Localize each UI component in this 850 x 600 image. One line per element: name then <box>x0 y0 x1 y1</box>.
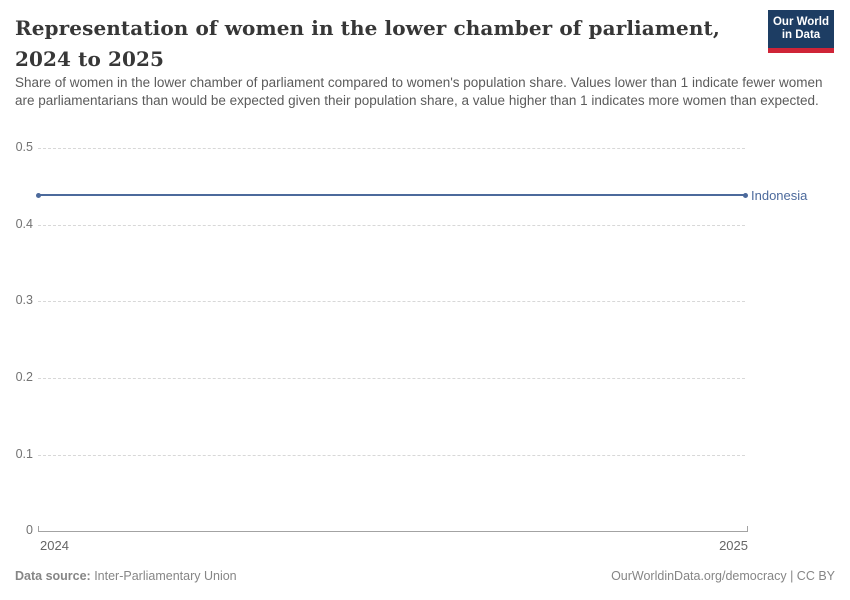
x-axis-end-tick-right <box>747 526 748 531</box>
owid-logo-line2: in Data <box>781 29 821 41</box>
y-tick-label: 0.1 <box>15 447 33 461</box>
y-tick-label: 0.5 <box>15 140 33 154</box>
x-axis-end-tick-left <box>38 526 39 531</box>
y-tick-label: 0.2 <box>15 370 33 384</box>
credit-link[interactable]: OurWorldinData.org/democracy <box>611 569 787 583</box>
gridline-0-5 <box>38 148 745 149</box>
y-tick-label: 0.3 <box>15 293 33 307</box>
data-source-note: Data source: Inter-Parliamentary Union <box>15 569 237 583</box>
data-source-name: Inter-Parliamentary Union <box>90 569 237 583</box>
gridline-0-3 <box>38 301 745 302</box>
owid-logo-line1: Our World <box>772 15 829 28</box>
page-title: Representation of women in the lower cha… <box>15 16 720 71</box>
chart-subtitle: Share of women in the lower chamber of p… <box>15 75 823 108</box>
series-point-2025[interactable] <box>743 193 748 198</box>
credit-license: | CC BY <box>786 569 835 583</box>
gridline-0-1 <box>38 455 745 456</box>
owid-logo[interactable]: Our World in Data <box>768 10 834 53</box>
y-tick-label: 0.4 <box>15 217 33 231</box>
chart-footer: Data source: Inter-Parliamentary Union O… <box>15 569 835 583</box>
x-axis-line <box>38 531 748 532</box>
series-label-indonesia[interactable]: Indonesia <box>751 188 808 203</box>
y-tick-label: 0 <box>26 523 33 537</box>
owid-logo-box: Our World in Data <box>768 10 834 48</box>
gridline-0-2 <box>38 378 745 379</box>
credit-note: OurWorldinData.org/democracy | CC BY <box>611 569 835 583</box>
series-point-2024[interactable] <box>36 193 41 198</box>
x-tick-label-2024: 2024 <box>40 538 69 553</box>
data-source-prefix: Data source: <box>15 569 91 583</box>
gridline-0-4 <box>38 225 745 226</box>
owid-logo-red-bar <box>768 48 834 53</box>
x-tick-label-2025: 2025 <box>719 538 748 553</box>
series-line-indonesia[interactable] <box>38 194 745 196</box>
